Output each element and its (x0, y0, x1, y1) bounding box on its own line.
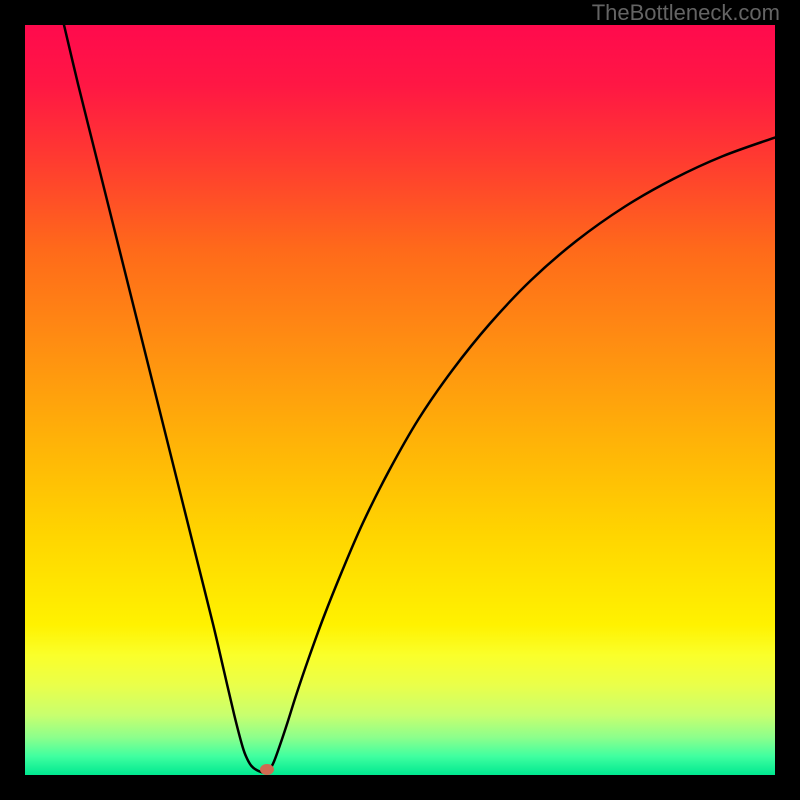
optimal-point-marker (260, 764, 274, 775)
bottleneck-curve (25, 25, 775, 775)
watermark-text: TheBottleneck.com (592, 0, 780, 26)
plot-area (25, 25, 775, 775)
